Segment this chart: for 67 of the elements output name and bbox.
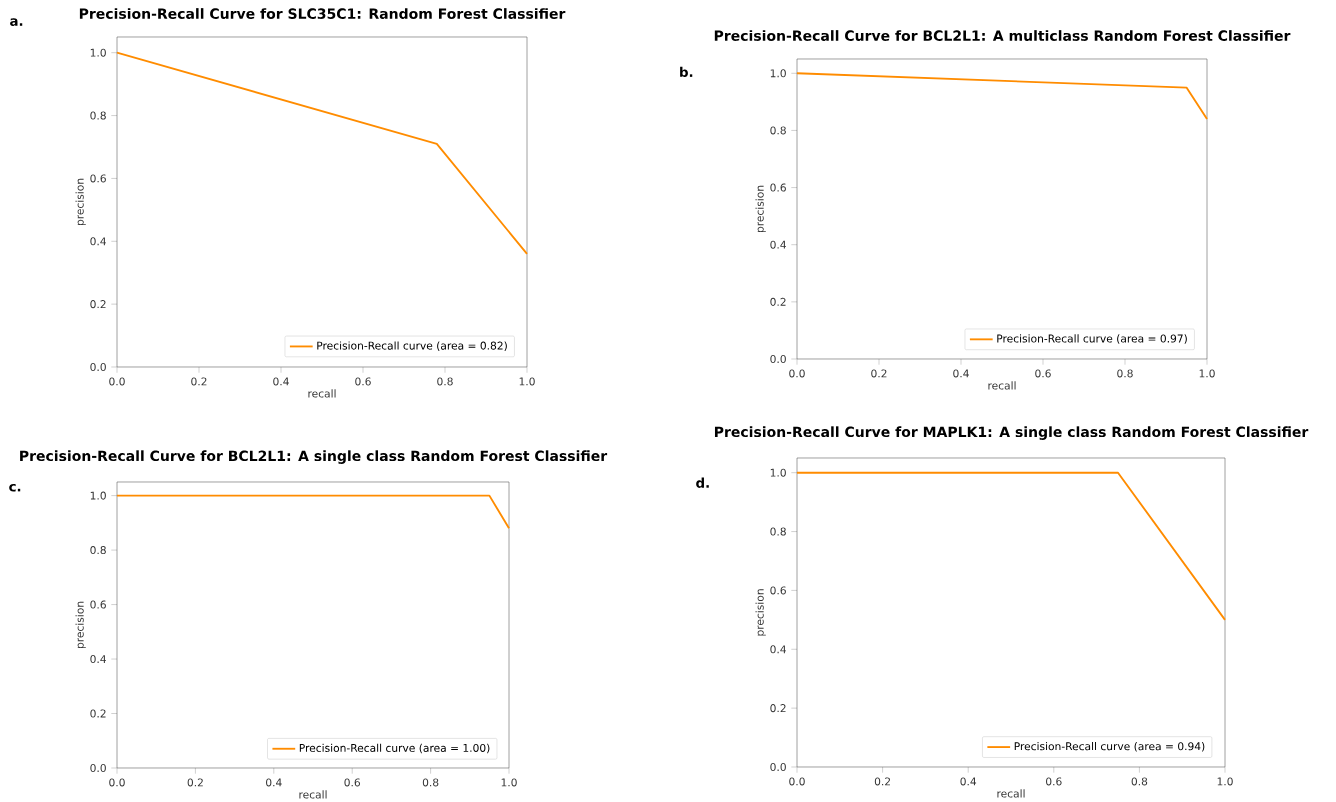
- x-axis-title: recall: [299, 790, 327, 799]
- x-axis-title: recall: [988, 381, 1016, 390]
- y-tick-label: 1.0: [90, 48, 106, 57]
- y-tick-label: 0.4: [770, 240, 787, 249]
- x-tick-label: 1.0: [501, 778, 517, 787]
- x-tick-label: 0.2: [191, 377, 207, 386]
- x-tick-label: 0.0: [789, 369, 805, 378]
- chart-title: Precision-Recall Curve for BCL2L1: A multiclass Random Forest Classifier: [714, 30, 1291, 41]
- y-tick-label: 0.0: [770, 354, 786, 364]
- chart-title: Precision-Recall Curve for MAPLK1: A single class Random Forest Classifier: [714, 426, 1309, 440]
- y-tick-label: 0.6: [770, 586, 786, 595]
- x-tick-label: 0.0: [109, 377, 125, 386]
- x-tick-label: 0.6: [355, 377, 371, 386]
- y-axis-title: precision: [75, 178, 86, 226]
- x-tick-label: 0.4: [266, 778, 282, 787]
- y-tick-label: 0.2: [90, 709, 106, 718]
- y-tick-label: 0.6: [770, 183, 786, 192]
- x-tick-label: 1.0: [1217, 777, 1233, 786]
- x-tick-label: 1.0: [519, 377, 535, 386]
- y-tick-label: 0.2: [90, 300, 106, 309]
- x-tick-label: 0.2: [871, 369, 887, 378]
- legend-label: Precision-Recall curve (area = 0.97): [997, 334, 1187, 344]
- y-tick-label: 0.4: [90, 655, 107, 664]
- legend-label: Precision-Recall curve (area = 0.94): [1014, 742, 1205, 752]
- x-tick-label: 0.6: [344, 778, 360, 787]
- y-tick-label: 0.2: [770, 704, 786, 713]
- text: a.: [10, 18, 23, 26]
- y-tick-label: 1.0: [770, 69, 786, 78]
- x-tick-label: 0.6: [1046, 777, 1062, 786]
- x-tick-label: 0.6: [1035, 369, 1051, 378]
- y-tick-label: 0.2: [770, 297, 786, 306]
- text: d.: [696, 477, 709, 488]
- text: b.: [680, 66, 693, 78]
- y-tick-label: 0.0: [90, 763, 106, 773]
- x-tick-label: 0.2: [187, 778, 203, 787]
- x-axis-title: recall: [997, 789, 1025, 798]
- x-tick-label: 0.0: [109, 778, 125, 787]
- x-tick-label: 0.8: [1131, 777, 1148, 786]
- x-tick-label: 0.2: [874, 777, 891, 786]
- y-tick-label: 0.6: [90, 174, 106, 183]
- y-tick-label: 0.6: [90, 600, 106, 609]
- chart-title: Precision-Recall Curve for BCL2L1: A single class Random Forest Classifier: [20, 450, 608, 464]
- chart-title: Precision-Recall Curve for SLC35C1: Random Forest Classifier: [79, 8, 566, 19]
- legend-label: Precision-Recall curve (area = 1.00): [299, 743, 490, 754]
- x-tick-label: 0.8: [422, 778, 439, 787]
- y-tick-label: 0.8: [90, 546, 106, 555]
- x-tick-label: 0.8: [437, 377, 453, 386]
- x-tick-label: 0.4: [960, 777, 977, 786]
- y-tick-label: 1.0: [90, 491, 106, 500]
- x-tick-label: 0.4: [273, 377, 289, 386]
- y-tick-label: 0.8: [770, 527, 786, 536]
- x-tick-label: 0.8: [1117, 369, 1133, 378]
- y-tick-label: 0.4: [90, 237, 107, 246]
- x-tick-label: 0.4: [953, 369, 969, 378]
- y-tick-label: 1.0: [770, 468, 786, 477]
- y-tick-label: 0.4: [770, 645, 787, 654]
- legend-label: Precision-Recall curve (area = 0.82): [317, 341, 507, 351]
- y-tick-label: 0.8: [770, 126, 786, 135]
- y-axis-title: precision: [755, 589, 766, 636]
- x-tick-label: 0.0: [789, 777, 805, 786]
- y-axis-title: precision: [75, 601, 86, 649]
- text: c.: [9, 483, 21, 492]
- y-tick-label: 0.8: [90, 111, 106, 120]
- y-axis-title: precision: [755, 185, 766, 233]
- y-tick-label: 0.0: [770, 762, 786, 772]
- x-tick-label: 1.0: [1199, 369, 1215, 378]
- x-axis-title: recall: [308, 389, 336, 398]
